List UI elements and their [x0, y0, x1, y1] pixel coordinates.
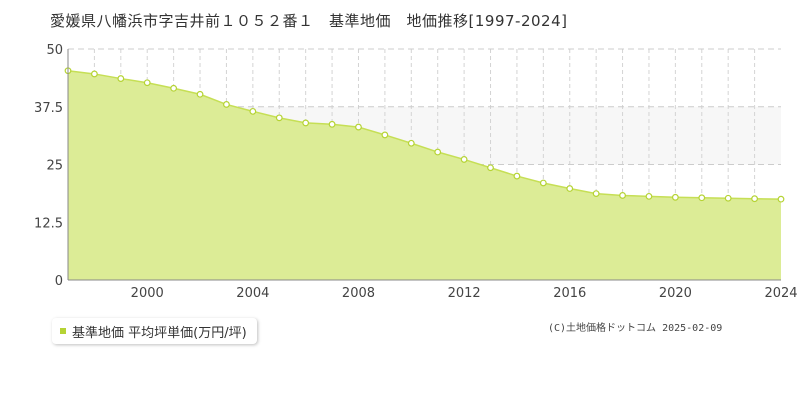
series-area: [68, 70, 781, 281]
x-tick-label: 2008: [342, 286, 375, 301]
data-point: [249, 107, 257, 115]
x-tick-label: 2000: [131, 286, 164, 301]
data-point: [777, 195, 785, 203]
data-point: [275, 114, 283, 122]
y-tick-label: 37.5: [34, 101, 63, 116]
y-tick-label: 50: [46, 43, 63, 58]
data-point: [566, 185, 574, 192]
legend-swatch-icon: [60, 328, 66, 334]
legend-label: 基準地価 平均坪単価(万円/坪): [72, 325, 247, 341]
y-tick-label: 25: [46, 159, 63, 174]
data-point: [671, 193, 679, 201]
x-tick-label: 2016: [553, 286, 586, 301]
data-point: [751, 195, 758, 203]
data-point: [91, 70, 98, 78]
data-point: [302, 119, 310, 127]
data-point: [592, 190, 600, 198]
x-tick-label: 2020: [659, 286, 692, 301]
data-point: [117, 75, 125, 82]
data-point: [381, 131, 389, 139]
data-point: [619, 192, 626, 199]
data-point: [645, 192, 653, 200]
data-point: [434, 148, 442, 156]
data-point: [223, 101, 230, 108]
y-tick-label: 0: [55, 274, 63, 289]
data-point: [698, 194, 706, 202]
data-point: [355, 123, 362, 131]
data-point: [407, 139, 415, 147]
data-point: [196, 90, 204, 98]
series-line: [67, 69, 782, 200]
data-point: [513, 172, 521, 180]
data-point: [460, 156, 468, 163]
data-point: [328, 120, 336, 128]
chart-title: 愛媛県八幡浜市字吉井前１０５２番１ 基準地価 地価推移[1997-2024]: [50, 12, 568, 30]
data-point: [487, 164, 494, 172]
data-point: [143, 79, 151, 87]
data-point: [724, 194, 732, 202]
data-point: [170, 84, 178, 92]
data-point: [539, 179, 547, 187]
x-tick-label: 2012: [448, 286, 481, 301]
y-tick-label: 12.5: [34, 216, 63, 231]
x-tick-label: 2024: [764, 286, 797, 301]
legend: 基準地価 平均坪単価(万円/坪): [52, 318, 257, 344]
x-tick-label: 2004: [236, 286, 269, 301]
copyright-credit: (C)土地価格ドットコム 2025-02-09: [548, 323, 723, 334]
